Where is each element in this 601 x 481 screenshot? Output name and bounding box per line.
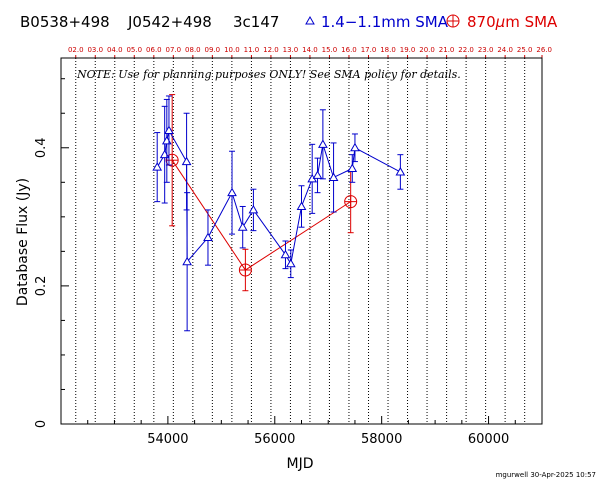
top-axis-label: 11.0 — [244, 46, 260, 54]
source-name-alias-2: 3c147 — [233, 13, 279, 31]
x-tick-label: 56000 — [254, 432, 295, 447]
top-axis-label: 04.0 — [107, 46, 123, 54]
data-point-triangle — [164, 125, 174, 135]
top-axis-label: 06.0 — [146, 46, 162, 54]
top-year-axis: 02.0 03.0 04.0 05.0 06.0 07.0 08.0 09.0 10.0 11.0… — [68, 46, 552, 58]
legend-red-mu: μ — [495, 13, 506, 31]
top-axis-label: 05.0 — [126, 46, 142, 54]
data-point-triangle — [347, 163, 358, 172]
legend-blue: 1.4−1.1mm SMA — [305, 13, 449, 31]
series-870um — [165, 94, 358, 292]
top-axis-label: 23.0 — [478, 46, 494, 54]
top-axis-label: 24.0 — [497, 46, 513, 54]
top-axis-label: 09.0 — [205, 46, 221, 54]
data-point-triangle — [312, 170, 323, 179]
series-line — [171, 159, 351, 271]
data-point-triangle — [328, 172, 339, 181]
plot-frame — [60, 57, 543, 425]
legend-red: 870μm SMA — [446, 13, 558, 31]
legend-red-prefix: 870 — [467, 13, 496, 31]
top-axis-label: 13.0 — [283, 46, 299, 54]
legend-triangle-icon — [305, 15, 315, 25]
source-name-primary: B0538+498 — [20, 13, 110, 31]
top-axis-label: 15.0 — [322, 46, 338, 54]
top-axis-label: 22.0 — [458, 46, 474, 54]
data-point-triangle — [280, 249, 291, 259]
y-tick-label: 0.2 — [34, 276, 49, 297]
top-axis-label: 10.0 — [224, 46, 240, 54]
data-point-triangle — [318, 139, 328, 148]
top-axis-label: 12.0 — [263, 46, 279, 54]
y-tick-label: 0 — [34, 420, 49, 428]
chart-header: B0538+498 J0542+498 3c147 1.4−1.1mm SMA … — [20, 13, 558, 31]
series-line — [156, 129, 401, 266]
x-axis: 54000 56000 58000 60000 — [60, 416, 543, 447]
y-tick-label: 0.4 — [34, 137, 49, 158]
data-point-triangle — [227, 187, 237, 197]
y-axis: 0 0.2 0.4 — [34, 78, 69, 428]
top-axis-label: 07.0 — [166, 46, 182, 54]
y-axis-label: Database Flux (Jy) — [15, 178, 31, 306]
top-axis-label: 20.0 — [419, 46, 435, 54]
data-point-triangle — [203, 232, 213, 242]
top-axis-label: 26.0 — [536, 46, 552, 54]
top-axis-label: 03.0 — [87, 46, 103, 54]
x-tick-label: 60000 — [468, 432, 509, 447]
top-axis-label: 19.0 — [400, 46, 416, 54]
top-axis-label: 21.0 — [439, 46, 455, 54]
top-axis-label: 02.0 — [68, 46, 84, 54]
legend-blue-label: 1.4−1.1mm SMA — [321, 13, 449, 31]
series-1mm — [152, 95, 406, 332]
data-point-triangle — [182, 256, 192, 266]
data-point-triangle — [152, 162, 163, 171]
top-axis-label: 18.0 — [380, 46, 396, 54]
top-axis-label: 25.0 — [517, 46, 533, 54]
data-point-triangle — [285, 258, 296, 268]
top-axis-label: 14.0 — [302, 46, 318, 54]
data-point-triangle — [237, 222, 248, 231]
legend-red-suffix: m SMA — [505, 13, 558, 31]
top-axis-label: 16.0 — [341, 46, 357, 54]
year-grid — [75, 58, 526, 424]
top-axis-label: 08.0 — [185, 46, 201, 54]
data-point-triangle — [395, 166, 406, 176]
x-tick-label: 58000 — [361, 432, 402, 447]
data-point-triangle — [159, 149, 170, 159]
x-axis-label: MJD — [287, 456, 314, 472]
legend-red-label: 870μm SMA — [467, 13, 558, 31]
data-point-triangle — [350, 142, 360, 152]
source-name-alias-1: J0542+498 — [127, 13, 212, 31]
data-point-triangle — [248, 204, 259, 214]
plot-signature: mgurwell 30-Apr-2025 10:57 — [496, 471, 596, 479]
data-point-triangle — [296, 201, 307, 210]
top-axis-label: 17.0 — [361, 46, 377, 54]
planning-note: NOTE: Use for planning purposes ONLY! Se… — [76, 68, 461, 81]
data-point-triangle — [161, 135, 172, 145]
x-tick-label: 54000 — [147, 432, 188, 447]
data-point-triangle — [181, 156, 192, 166]
